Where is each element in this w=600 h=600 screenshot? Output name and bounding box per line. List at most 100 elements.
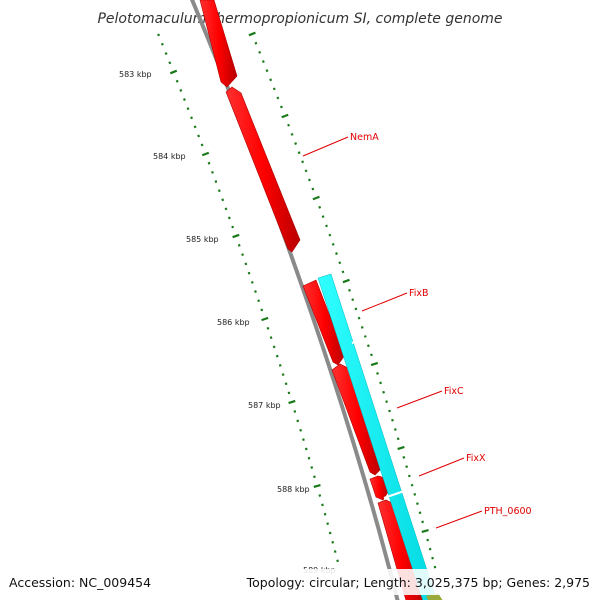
leader-nema xyxy=(302,136,349,157)
inner-minor-tick xyxy=(318,494,322,497)
outer-minor-tick xyxy=(338,261,342,265)
inner-minor-tick xyxy=(227,216,231,220)
outer-minor-tick xyxy=(418,511,422,515)
leader-fixc xyxy=(396,390,443,409)
inner-tick-track xyxy=(157,33,339,563)
outer-minor-tick xyxy=(341,270,345,274)
outer-minor-tick xyxy=(325,224,328,228)
outer-minor-tick xyxy=(308,178,311,182)
inner-minor-tick xyxy=(179,88,183,92)
tick-label-583: 583 kbp xyxy=(119,70,152,79)
inner-minor-tick xyxy=(275,354,279,358)
inner-minor-tick xyxy=(160,42,164,46)
tick-label-588: 588 kbp xyxy=(277,485,310,494)
inner-minor-tick xyxy=(321,503,324,507)
outer-minor-tick xyxy=(363,335,367,338)
outer-major-tick xyxy=(312,195,320,201)
outer-minor-tick xyxy=(410,483,414,487)
outer-major-tick xyxy=(248,31,256,37)
outer-minor-tick xyxy=(385,400,388,404)
inner-major-tick xyxy=(232,233,240,239)
gene-label-fixc: FixC xyxy=(444,386,464,397)
tick-label-586: 586 kbp xyxy=(217,318,250,327)
inner-major-ticks xyxy=(169,69,321,489)
inner-minor-tick xyxy=(254,290,257,293)
tick-label-587: 587 kbp xyxy=(248,401,281,410)
map-title: Pelotomaculum thermopropionicum SI, comp… xyxy=(97,11,502,27)
tick-label-584: 584 kbp xyxy=(153,152,186,161)
gene-label-fixb: FixB xyxy=(409,288,429,299)
gene-gap-lower xyxy=(383,487,411,500)
inner-major-tick xyxy=(201,151,210,157)
footer-background xyxy=(0,569,600,595)
inner-minor-tick xyxy=(221,198,225,202)
outer-minor-tick xyxy=(297,151,301,155)
outer-major-ticks xyxy=(248,31,429,533)
inner-minor-tick xyxy=(323,512,327,516)
inner-minor-tick xyxy=(237,243,241,247)
outer-major-tick xyxy=(421,529,429,533)
inner-minor-tick xyxy=(175,79,179,83)
gene-label-nema: NemA xyxy=(350,132,379,143)
inner-minor-tick xyxy=(247,271,251,275)
inner-major-tick xyxy=(288,399,296,405)
outer-minor-tick xyxy=(413,493,417,496)
outer-minor-tick xyxy=(433,565,437,569)
outer-minor-tick xyxy=(379,381,382,385)
outer-major-tick xyxy=(370,361,379,367)
tick-label-585: 585 kbp xyxy=(186,235,219,244)
inner-minor-tick xyxy=(304,447,308,451)
inner-minor-tick xyxy=(269,336,273,340)
inner-minor-tick xyxy=(200,143,204,147)
outer-minor-tick xyxy=(269,78,273,82)
inner-minor-tick xyxy=(310,466,314,469)
inner-minor-tick xyxy=(217,189,221,193)
inner-minor-ticks xyxy=(157,33,339,563)
outer-minor-tick xyxy=(321,215,325,219)
outer-minor-tick xyxy=(279,105,283,109)
leader-fixx xyxy=(418,457,465,477)
outer-minor-tick xyxy=(376,372,379,375)
outer-minor-tick xyxy=(408,474,411,478)
inner-minor-tick xyxy=(336,559,339,563)
inner-minor-tick xyxy=(302,438,305,441)
inner-minor-tick xyxy=(333,550,337,553)
inner-minor-tick xyxy=(186,107,190,111)
inner-minor-tick xyxy=(293,410,297,413)
tick-labels: 583 kbp 584 kbp 585 kbp 586 kbp 587 kbp … xyxy=(119,70,336,575)
gene-arrow-upper xyxy=(199,0,238,88)
outer-minor-tick xyxy=(405,465,408,469)
outer-minor-tick xyxy=(370,353,373,357)
inner-minor-tick xyxy=(214,180,218,183)
inner-major-tick xyxy=(313,483,321,489)
inner-minor-tick xyxy=(231,225,235,229)
outer-minor-tick xyxy=(416,502,419,505)
outer-major-tick xyxy=(397,445,405,451)
inner-minor-tick xyxy=(328,531,332,535)
inner-minor-tick xyxy=(193,125,197,129)
outer-minor-tick xyxy=(396,437,400,441)
outer-major-tick xyxy=(342,278,350,284)
outer-minor-tick xyxy=(272,87,276,91)
gene-arrow-nema xyxy=(225,86,301,253)
inner-minor-tick xyxy=(224,207,228,211)
outer-minor-tick xyxy=(428,547,432,551)
inner-minor-tick xyxy=(250,280,254,284)
leader-fixb xyxy=(361,292,408,312)
outer-minor-tick xyxy=(357,316,361,320)
outer-minor-tick xyxy=(276,96,280,100)
inner-minor-tick xyxy=(287,391,291,395)
inner-minor-tick xyxy=(284,382,288,386)
inner-minor-tick xyxy=(157,33,160,37)
inner-minor-tick xyxy=(296,419,300,423)
outer-tick-track xyxy=(248,31,437,569)
inner-minor-tick xyxy=(313,475,316,479)
outer-minor-tick xyxy=(351,298,355,302)
outer-minor-tick xyxy=(261,60,265,63)
outer-minor-tick xyxy=(382,390,385,394)
gene-labels: NemA FixB FixC FixX PTH_0600 xyxy=(350,132,532,517)
inner-minor-tick xyxy=(326,522,330,526)
leader-pth0600 xyxy=(435,510,483,529)
outer-minor-tick xyxy=(265,69,269,73)
